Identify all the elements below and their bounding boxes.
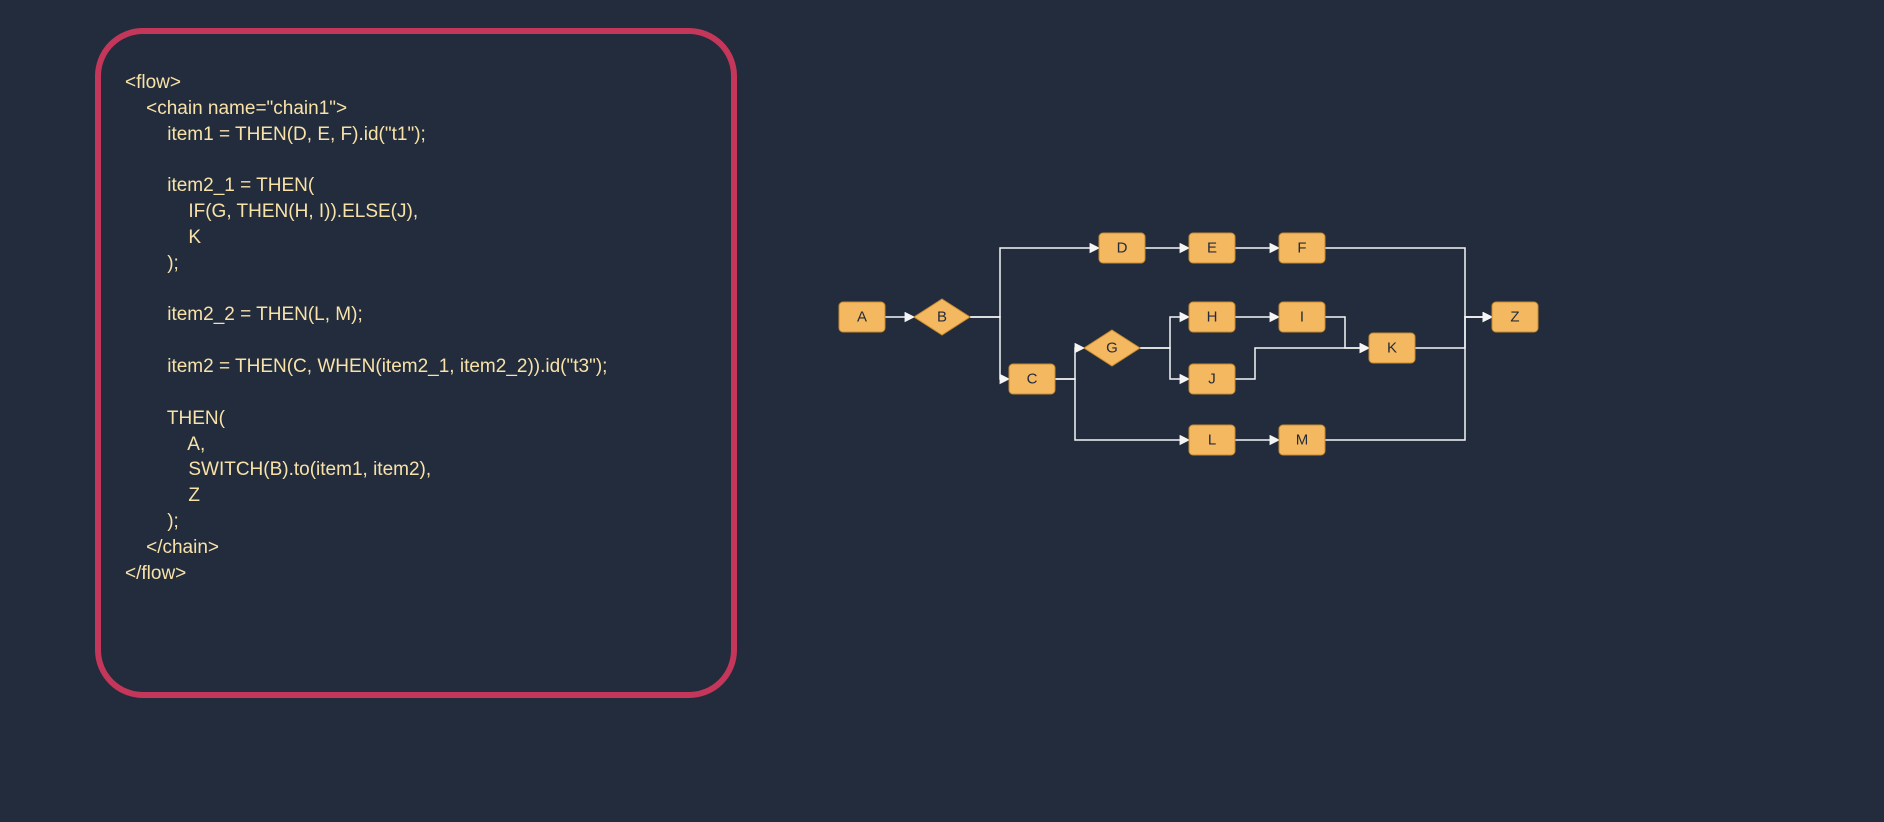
node-label: I	[1300, 309, 1304, 326]
edge-B-C	[970, 317, 1009, 379]
code-panel: <flow> <chain name="chain1"> item1 = THE…	[95, 28, 737, 698]
edge-C-L	[1055, 379, 1189, 440]
node-label: H	[1207, 309, 1218, 326]
node-G: G	[1084, 330, 1140, 366]
node-label: K	[1387, 340, 1397, 357]
node-label: E	[1207, 240, 1217, 257]
node-Z: Z	[1492, 302, 1538, 332]
edge-F-Z	[1325, 248, 1492, 317]
edge-G-H	[1140, 317, 1189, 348]
node-M: M	[1279, 425, 1325, 455]
edge-B-D	[970, 248, 1099, 317]
node-label: M	[1296, 432, 1309, 449]
node-H: H	[1189, 302, 1235, 332]
node-label: D	[1117, 240, 1128, 257]
edge-G-J	[1140, 348, 1189, 379]
node-label: F	[1297, 240, 1306, 257]
node-E: E	[1189, 233, 1235, 263]
node-F: F	[1279, 233, 1325, 263]
node-L: L	[1189, 425, 1235, 455]
edge-K-Z	[1415, 317, 1492, 348]
node-D: D	[1099, 233, 1145, 263]
node-C: C	[1009, 364, 1055, 394]
node-label: G	[1106, 340, 1118, 357]
node-I: I	[1279, 302, 1325, 332]
edge-I-K	[1325, 317, 1369, 348]
edge-J-K	[1235, 348, 1369, 379]
edge-C-G	[1055, 348, 1084, 379]
code-block: <flow> <chain name="chain1"> item1 = THE…	[125, 70, 707, 587]
node-label: L	[1208, 432, 1216, 449]
node-label: B	[937, 309, 947, 326]
node-B: B	[914, 299, 970, 335]
node-J: J	[1189, 364, 1235, 394]
node-label: A	[857, 309, 867, 326]
flow-diagram: A B D E F C G H I J K L M Z	[820, 0, 1884, 822]
node-A: A	[839, 302, 885, 332]
node-K: K	[1369, 333, 1415, 363]
node-label: Z	[1510, 309, 1519, 326]
node-label: C	[1027, 371, 1038, 388]
node-label: J	[1208, 371, 1216, 388]
